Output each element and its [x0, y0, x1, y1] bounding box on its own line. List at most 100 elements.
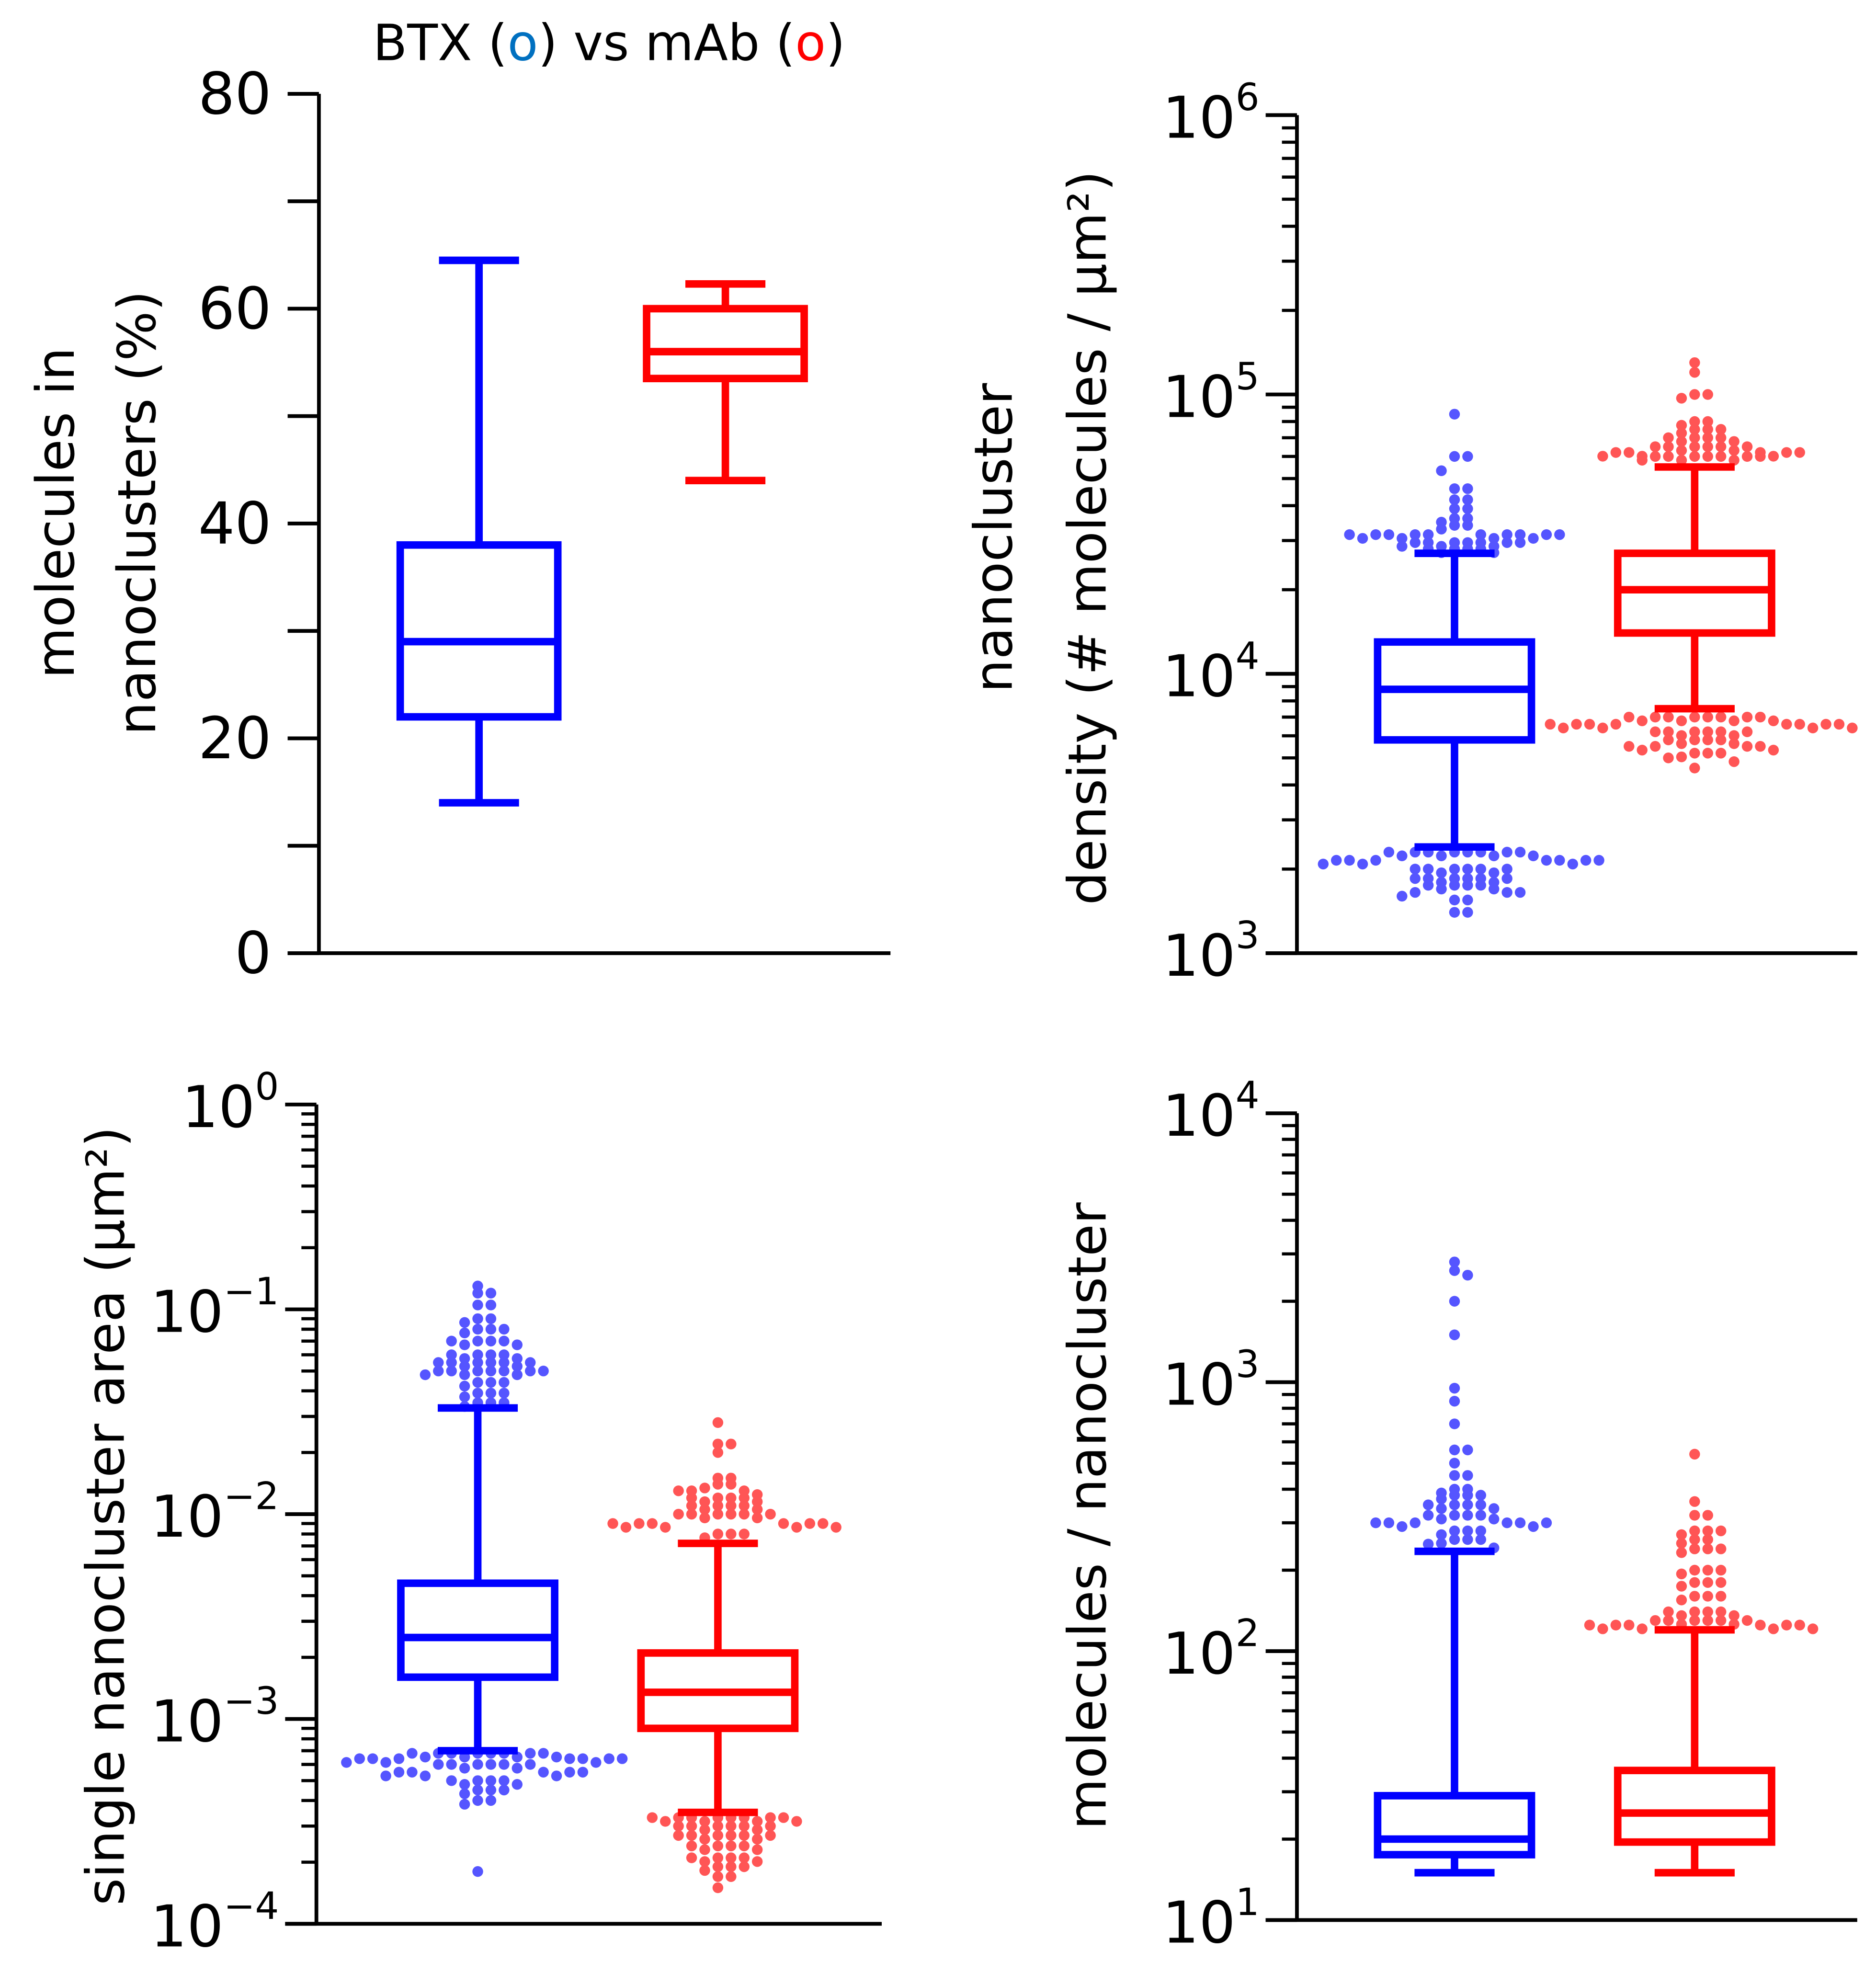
outlier-point — [1715, 711, 1727, 723]
outlier-point — [1462, 483, 1473, 494]
outlier-point — [1637, 715, 1648, 727]
outlier-point — [603, 1753, 614, 1764]
outlier-point — [1624, 741, 1635, 752]
outlier-point — [1449, 520, 1460, 531]
outlier-point — [1676, 1529, 1687, 1540]
outlier-point — [686, 1852, 697, 1863]
outlier-point — [1489, 883, 1500, 895]
outlier-point — [1676, 751, 1687, 763]
outlier-point — [1624, 1619, 1635, 1631]
outlier-point — [1449, 1534, 1460, 1545]
outlier-point — [1702, 1510, 1714, 1521]
outlier-point — [1676, 1538, 1687, 1549]
outlier-point — [485, 1365, 497, 1377]
outlier-point — [1462, 1510, 1473, 1521]
outlier-point — [1649, 711, 1661, 723]
outlier-point — [751, 1834, 763, 1845]
outlier-point — [577, 1767, 589, 1778]
outlier-point — [459, 1353, 470, 1364]
outlier-point — [765, 1821, 776, 1832]
outlier-point — [341, 1757, 352, 1768]
outlier-point — [1357, 858, 1368, 870]
outlier-point — [1475, 864, 1487, 875]
outlier-point — [1462, 907, 1473, 918]
outlier-point — [791, 1522, 802, 1533]
outlier-point — [1449, 1525, 1460, 1537]
outlier-point — [1663, 1615, 1674, 1626]
iqr-box — [643, 305, 808, 383]
outlier-point — [1449, 1510, 1460, 1521]
outlier-point — [1422, 529, 1434, 540]
outlier-point — [591, 1757, 602, 1768]
outlier-point — [485, 1357, 497, 1368]
outlier-point — [1689, 357, 1700, 368]
btx-legend-marker: o — [508, 13, 538, 72]
outlier-point — [1689, 424, 1700, 435]
outlier-point — [1702, 432, 1714, 444]
outlier-point — [1436, 1503, 1447, 1514]
outlier-point — [1462, 1444, 1473, 1456]
outlier-point — [726, 1830, 737, 1841]
outlier-point — [1715, 726, 1727, 738]
y-axis-label: nanoclusters (%) — [106, 291, 168, 735]
outlier-point — [712, 1438, 724, 1449]
outlier-point — [778, 1812, 789, 1823]
outlier-point — [739, 1528, 750, 1540]
outlier-point — [739, 1861, 750, 1872]
outlier-point — [472, 1323, 483, 1335]
outlier-point — [1702, 424, 1714, 435]
outlier-point — [1649, 726, 1661, 738]
outlier-point — [1702, 1564, 1714, 1576]
outlier-point — [751, 1504, 763, 1515]
outlier-point — [1689, 367, 1700, 378]
iqr-box — [396, 541, 562, 721]
outlier-point — [1449, 1265, 1460, 1276]
outlier-point — [1807, 722, 1819, 734]
outlier-point — [1715, 424, 1727, 435]
outlier-point — [686, 1821, 697, 1832]
outlier-point — [1410, 864, 1421, 875]
outlier-point — [1833, 718, 1845, 730]
outlier-point — [485, 1377, 497, 1388]
outlier-point — [1689, 1510, 1700, 1521]
outlier-point — [1436, 1494, 1447, 1505]
outlier-point — [1449, 451, 1460, 462]
outlier-point — [1528, 533, 1539, 544]
outlier-point — [1689, 1496, 1700, 1507]
outlier-point — [499, 1759, 510, 1770]
outlier-point — [1781, 1619, 1792, 1631]
outlier-point — [1676, 1595, 1687, 1606]
outlier-point — [660, 1816, 671, 1827]
outlier-point — [1741, 441, 1753, 452]
outlier-point — [1449, 864, 1460, 875]
y-axis-label: single nanocluster area (µm²) — [75, 1127, 136, 1905]
outlier-point — [1410, 529, 1421, 540]
outlier-point — [1449, 1470, 1460, 1481]
outlier-point — [739, 1840, 750, 1851]
outlier-point — [1755, 741, 1766, 752]
outlier-point — [699, 1496, 710, 1507]
outlier-point — [472, 1775, 483, 1786]
outlier-point — [712, 1882, 724, 1893]
outlier-point — [420, 1369, 431, 1380]
outlier-point — [499, 1349, 510, 1360]
outlier-point — [1370, 1517, 1381, 1528]
outlier-point — [512, 1339, 523, 1350]
box-mab — [607, 1417, 841, 1893]
outlier-point — [446, 1365, 457, 1377]
outlier-point — [485, 1775, 497, 1786]
outlier-point — [660, 1522, 671, 1533]
outlier-point — [499, 1377, 510, 1388]
outlier-point — [1689, 711, 1700, 723]
outlier-point — [459, 1391, 470, 1403]
outlier-point — [472, 1288, 483, 1299]
outlier-point — [1715, 1615, 1727, 1626]
y-tick-label: 106 — [1162, 76, 1260, 151]
outlier-point — [1847, 722, 1858, 734]
y-tick-label: 10−4 — [150, 1884, 279, 1960]
outlier-point — [712, 1852, 724, 1863]
outlier-point — [1436, 1514, 1447, 1525]
outlier-point — [1489, 1503, 1500, 1514]
outlier-point — [1728, 1610, 1740, 1621]
outlier-point — [1637, 1623, 1648, 1634]
